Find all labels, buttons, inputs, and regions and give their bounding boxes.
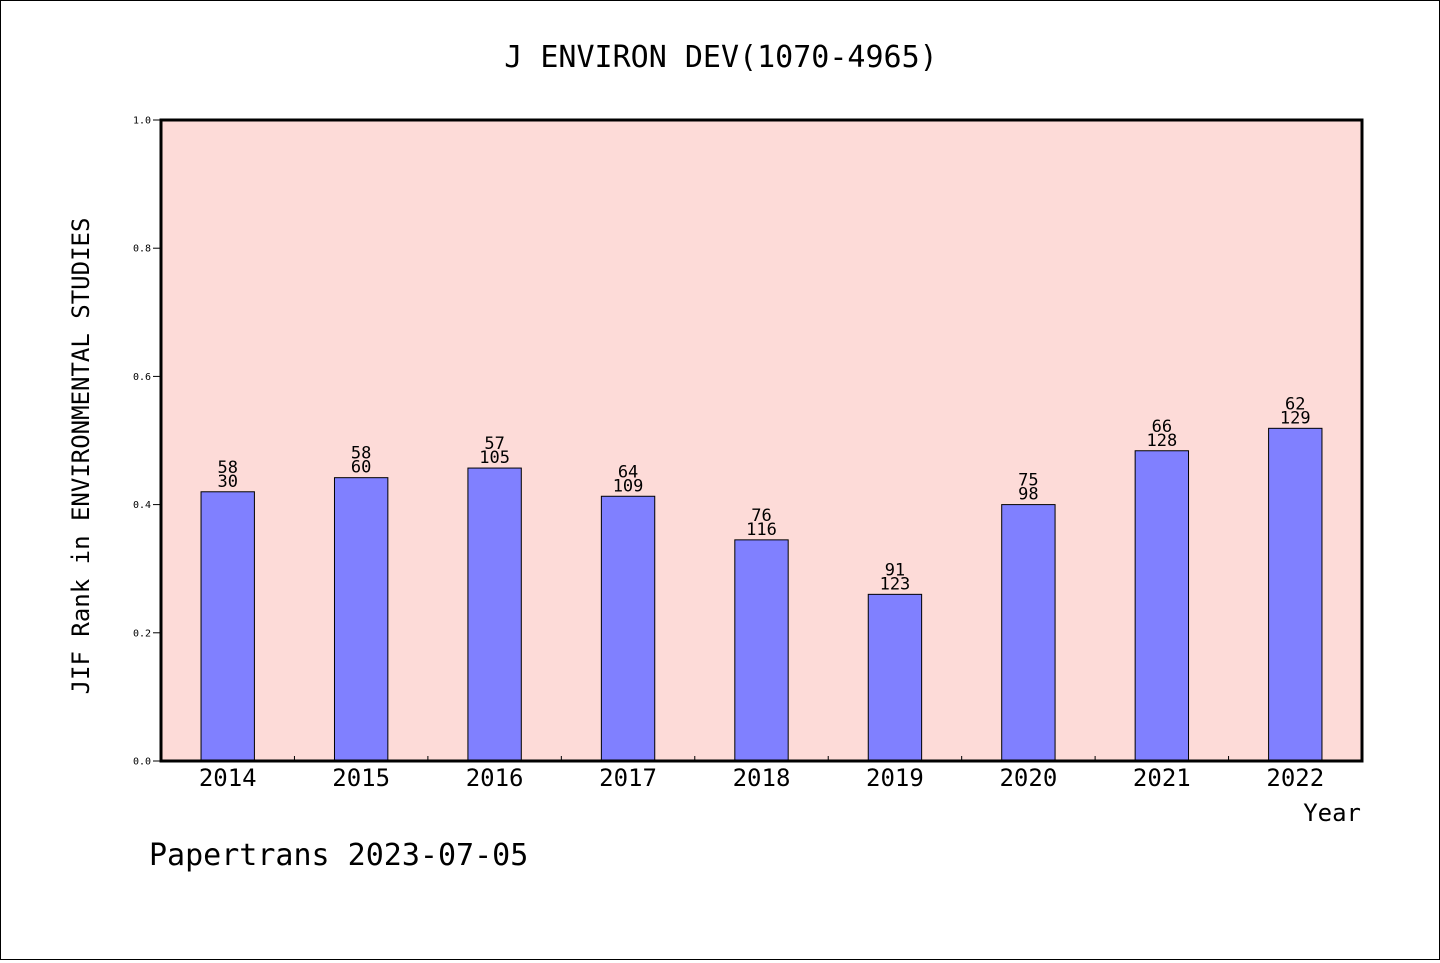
y-tick-label: 0.8 (133, 244, 151, 255)
bar (600, 495, 656, 762)
total-label: 128 (1146, 431, 1177, 451)
total-label: 109 (613, 476, 644, 496)
y-axis-label: JIF Rank in ENVIRONMENTAL STUDIES (67, 218, 95, 695)
rank-label: 76 (751, 506, 771, 526)
y-tick-label: 0.2 (133, 628, 151, 639)
rank-label: 66 (1152, 417, 1172, 437)
bar (200, 491, 255, 762)
x-tick-label: 2021 (1133, 764, 1191, 792)
bar (1268, 427, 1323, 762)
y-tick-label: 0.6 (133, 372, 151, 383)
total-label: 60 (351, 458, 371, 478)
total-label: 105 (479, 448, 510, 468)
bar (734, 539, 789, 762)
x-axis-ticks: 2014 2015 2016 2017 2018 2019 2020 2021 2022 (199, 756, 1324, 792)
rank-label: 91 (885, 560, 905, 580)
bar (1001, 504, 1056, 762)
total-label: 116 (746, 520, 777, 540)
x-tick-label: 2019 (866, 764, 924, 792)
y-tick-label: 1.0 (133, 116, 151, 127)
x-tick-label: 2015 (332, 764, 390, 792)
bar (467, 467, 522, 762)
chart-title: J ENVIRON DEV(1070-4965) (504, 40, 937, 75)
total-label: 30 (217, 472, 237, 492)
rank-label: 57 (484, 434, 504, 454)
x-tick-label: 2018 (733, 764, 791, 792)
rank-label: 62 (1285, 394, 1305, 414)
y-tick-label: 0.4 (133, 500, 151, 511)
x-tick-label: 2017 (599, 764, 657, 792)
y-axis-ticks: 0.0 0.2 0.4 0.6 0.8 1.0 (133, 116, 161, 768)
x-tick-label: 2014 (199, 764, 257, 792)
data-labels: 5830586057105641097611691123759866128621… (217, 394, 1310, 594)
rank-label: 64 (618, 462, 638, 482)
rank-label: 58 (351, 444, 371, 464)
x-tick-label: 2020 (999, 764, 1057, 792)
x-axis-label: Year (1303, 799, 1361, 827)
bar (867, 593, 923, 762)
rank-label: 58 (217, 458, 237, 478)
plot-border (159, 118, 1364, 763)
rank-label: 75 (1018, 471, 1038, 491)
x-tick-label: 2022 (1266, 764, 1324, 792)
x-tick-label: 2016 (466, 764, 524, 792)
bar (333, 477, 389, 762)
bar (1134, 450, 1190, 762)
bars (200, 427, 1323, 762)
total-label: 123 (880, 574, 911, 594)
total-label: 98 (1018, 485, 1038, 505)
footer-credit: Papertrans 2023-07-05 (149, 838, 528, 873)
y-tick-label: 0.0 (133, 757, 151, 768)
total-label: 129 (1280, 408, 1311, 428)
